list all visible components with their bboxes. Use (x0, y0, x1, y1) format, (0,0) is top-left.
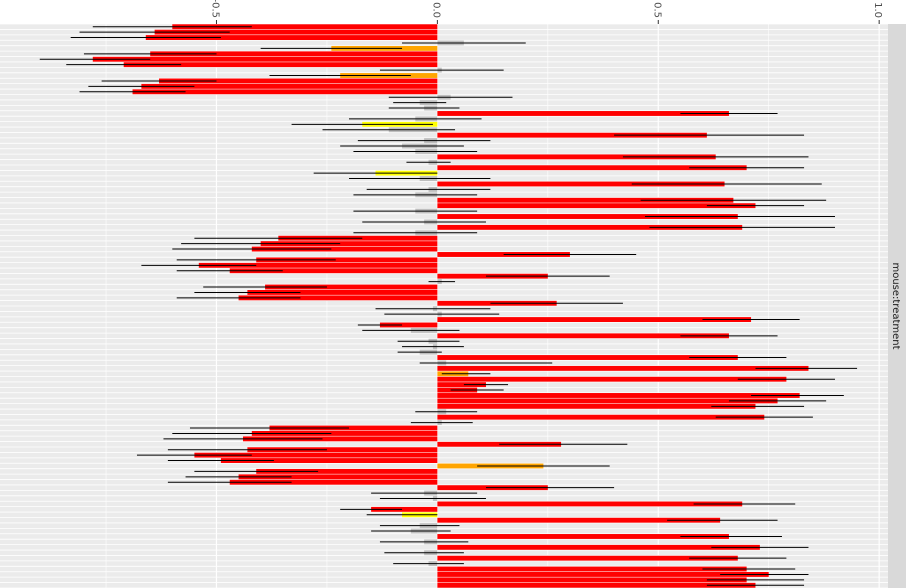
bar (437, 365, 809, 371)
bar (379, 322, 438, 328)
bar (437, 572, 769, 577)
bar (260, 241, 438, 247)
bar (159, 78, 438, 84)
bar (194, 452, 438, 458)
bar (229, 268, 438, 274)
bar (437, 555, 738, 561)
bar (247, 290, 438, 295)
bar (437, 577, 747, 583)
bar (238, 474, 438, 480)
tick-label: 1.0 (872, 2, 883, 18)
bar (437, 376, 787, 382)
bar (437, 382, 486, 388)
bar (437, 224, 743, 230)
bar (437, 154, 716, 160)
bar (265, 284, 438, 290)
bar (437, 398, 778, 404)
bar (242, 436, 438, 442)
tick-label: -0.5 (209, 0, 220, 18)
value-axis: -0.5 0.0 0.5 1.0 (209, 0, 883, 24)
bar (132, 89, 438, 95)
bar (437, 317, 752, 322)
facet-strip (888, 24, 906, 588)
bar (172, 24, 438, 30)
bar (238, 295, 438, 301)
bar (371, 506, 438, 512)
bar (437, 501, 743, 507)
bar (251, 431, 438, 436)
bar (437, 355, 738, 360)
tick-label: 0.0 (430, 2, 441, 18)
bar (437, 181, 725, 187)
bar (437, 132, 707, 138)
bar (437, 111, 729, 116)
tick-label: 0.5 (651, 2, 662, 18)
bar (256, 257, 438, 263)
bar (437, 414, 765, 420)
bar (437, 197, 734, 203)
bar (437, 203, 756, 209)
bar (92, 56, 438, 62)
gridlines (0, 23, 888, 588)
facet-strip-label: mouse:treatment (890, 262, 901, 349)
bar (437, 393, 800, 398)
bar (437, 165, 747, 171)
bar (220, 458, 438, 463)
bar (437, 566, 747, 572)
bar (437, 544, 760, 550)
bar (437, 517, 721, 523)
bar (256, 468, 438, 474)
bar (437, 214, 738, 219)
bar (229, 479, 438, 485)
bar (123, 62, 438, 68)
bar (437, 582, 756, 588)
bar (150, 51, 438, 57)
bar (251, 246, 438, 252)
bar (269, 425, 438, 431)
bar (141, 83, 438, 89)
bar (145, 35, 438, 40)
bar (247, 447, 438, 453)
bar (437, 333, 729, 339)
bar (198, 262, 438, 268)
error-bars (39, 26, 858, 586)
bar (154, 29, 438, 35)
bar (437, 534, 729, 539)
bar (437, 403, 756, 409)
